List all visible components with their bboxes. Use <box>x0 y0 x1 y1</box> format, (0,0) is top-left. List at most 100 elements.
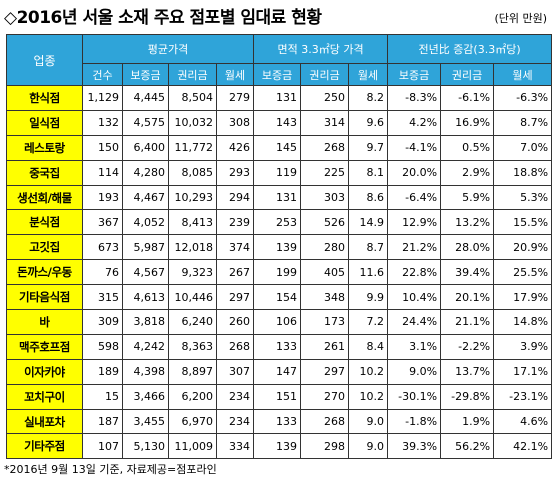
data-cell: 39.4% <box>440 259 495 286</box>
data-cell: 268 <box>300 134 350 161</box>
category-name: 분식점 <box>6 209 83 236</box>
category-name: 중국집 <box>6 159 83 186</box>
data-cell: 261 <box>300 333 350 360</box>
data-cell: 297 <box>215 284 255 311</box>
category-name: 바 <box>6 309 83 335</box>
table-row: 맥주호프점 598 4,242 8,363 268 133 261 8.4 3.1% -2.2% 3… <box>6 333 553 360</box>
data-cell: 250 <box>300 85 350 111</box>
data-cell: 673 <box>82 234 123 261</box>
table-row: 꼬치구이 15 3,466 6,200 234 151 270 10.2 -30.1% -29.8… <box>6 383 553 410</box>
data-cell: 3,466 <box>122 383 169 410</box>
footnote: *2016년 9월 13일 기준, 자료제공=점포라인 <box>4 463 217 476</box>
data-cell: 76 <box>82 259 123 286</box>
header-sub-cell: 월세 <box>348 63 389 86</box>
data-cell: 1,129 <box>82 85 123 111</box>
data-cell: 268 <box>215 333 255 360</box>
data-cell: -8.3% <box>387 85 442 111</box>
data-cell: -30.1% <box>387 383 442 410</box>
data-cell: 293 <box>215 159 255 186</box>
data-cell: 143 <box>253 109 302 136</box>
data-cell: 314 <box>300 109 350 136</box>
table-row: 레스토랑 150 6,400 11,772 426 145 268 9.7 -4.1% 0.5% 7… <box>6 134 553 161</box>
data-cell: 426 <box>215 134 255 161</box>
data-cell: 11,009 <box>168 433 217 460</box>
data-cell: 309 <box>82 309 123 335</box>
data-cell: 4.6% <box>493 408 553 435</box>
data-cell: 10.2 <box>348 383 389 410</box>
header-sub-cell: 월세 <box>215 63 255 86</box>
data-cell: 260 <box>215 309 255 335</box>
table-row: 분식점 367 4,052 8,413 239 253 526 14.9 12.9% 13.2% 1… <box>6 209 553 236</box>
data-cell: 5.9% <box>440 184 495 211</box>
data-cell: 11.6 <box>348 259 389 286</box>
data-cell: -6.1% <box>440 85 495 111</box>
data-cell: 13.2% <box>440 209 495 236</box>
data-cell: 5.3% <box>493 184 553 211</box>
table-row: 이자카야 189 4,398 8,897 307 147 297 10.2 9.0% 13.7% 1… <box>6 358 553 385</box>
data-cell: 133 <box>253 408 302 435</box>
data-cell: 22.8% <box>387 259 442 286</box>
data-cell: 7.2 <box>348 309 389 335</box>
data-cell: -6.4% <box>387 184 442 211</box>
header-sub-cell: 권리금 <box>168 63 217 86</box>
data-cell: 154 <box>253 284 302 311</box>
data-cell: 10,446 <box>168 284 217 311</box>
data-cell: 145 <box>253 134 302 161</box>
data-cell: 16.9% <box>440 109 495 136</box>
data-cell: 8.4 <box>348 333 389 360</box>
data-cell: 12.9% <box>387 209 442 236</box>
data-cell: 7.0% <box>493 134 553 161</box>
table-row: 기타주점 107 5,130 11,009 334 139 298 9.0 39.3% 56.2%… <box>6 433 553 460</box>
header-sub-cell: 월세 <box>493 63 553 86</box>
data-cell: 303 <box>300 184 350 211</box>
table-row: 기타음식점 315 4,613 10,446 297 154 348 9.9 10.4% 20.1… <box>6 284 553 311</box>
data-cell: 334 <box>215 433 255 460</box>
page-title: ◇2016년 서울 소재 주요 점포별 임대료 현황 <box>4 8 322 28</box>
data-cell: 17.9% <box>493 284 553 311</box>
data-cell: 315 <box>82 284 123 311</box>
header-sub-cell: 권리금 <box>300 63 350 86</box>
data-cell: 15 <box>82 383 123 410</box>
data-cell: 9.0 <box>348 408 389 435</box>
header-group-change: 전년比 증감(3.3㎡당) <box>387 34 553 64</box>
data-cell: 4,242 <box>122 333 169 360</box>
table-row: 중국집 114 4,280 8,085 293 119 225 8.1 20.0% 2.9% 18.… <box>6 159 553 186</box>
data-cell: 11,772 <box>168 134 217 161</box>
header-sub-cell: 보증금 <box>122 63 169 86</box>
data-cell: 9.0 <box>348 433 389 460</box>
header-sub-cell: 보증금 <box>387 63 442 86</box>
data-cell: 4,567 <box>122 259 169 286</box>
data-cell: 4,575 <box>122 109 169 136</box>
data-cell: 374 <box>215 234 255 261</box>
table-row: 고깃집 673 5,987 12,018 374 139 280 8.7 21.2% 28.0% 2… <box>6 234 553 261</box>
data-cell: 42.1% <box>493 433 553 460</box>
data-cell: 8.7% <box>493 109 553 136</box>
data-cell: 4,052 <box>122 209 169 236</box>
data-cell: 106 <box>253 309 302 335</box>
data-cell: 280 <box>300 234 350 261</box>
header-sub-cell: 건수 <box>82 63 123 86</box>
category-name: 고깃집 <box>6 234 83 261</box>
data-cell: 298 <box>300 433 350 460</box>
data-cell: 20.0% <box>387 159 442 186</box>
data-cell: 107 <box>82 433 123 460</box>
category-name: 돈까스/우동 <box>6 259 83 286</box>
data-cell: -29.8% <box>440 383 495 410</box>
data-cell: 9.9 <box>348 284 389 311</box>
data-cell: 151 <box>253 383 302 410</box>
data-cell: 279 <box>215 85 255 111</box>
data-cell: 9.6 <box>348 109 389 136</box>
data-cell: 173 <box>300 309 350 335</box>
data-cell: -2.2% <box>440 333 495 360</box>
category-name: 실내포차 <box>6 408 83 435</box>
header-sub-cell: 권리금 <box>440 63 495 86</box>
data-cell: 21.2% <box>387 234 442 261</box>
data-cell: 3,818 <box>122 309 169 335</box>
category-name: 기타주점 <box>6 433 83 460</box>
data-cell: 8.6 <box>348 184 389 211</box>
data-cell: 20.9% <box>493 234 553 261</box>
data-cell: -23.1% <box>493 383 553 410</box>
data-cell: 367 <box>82 209 123 236</box>
category-name: 이자카야 <box>6 358 83 385</box>
data-cell: 14.9 <box>348 209 389 236</box>
